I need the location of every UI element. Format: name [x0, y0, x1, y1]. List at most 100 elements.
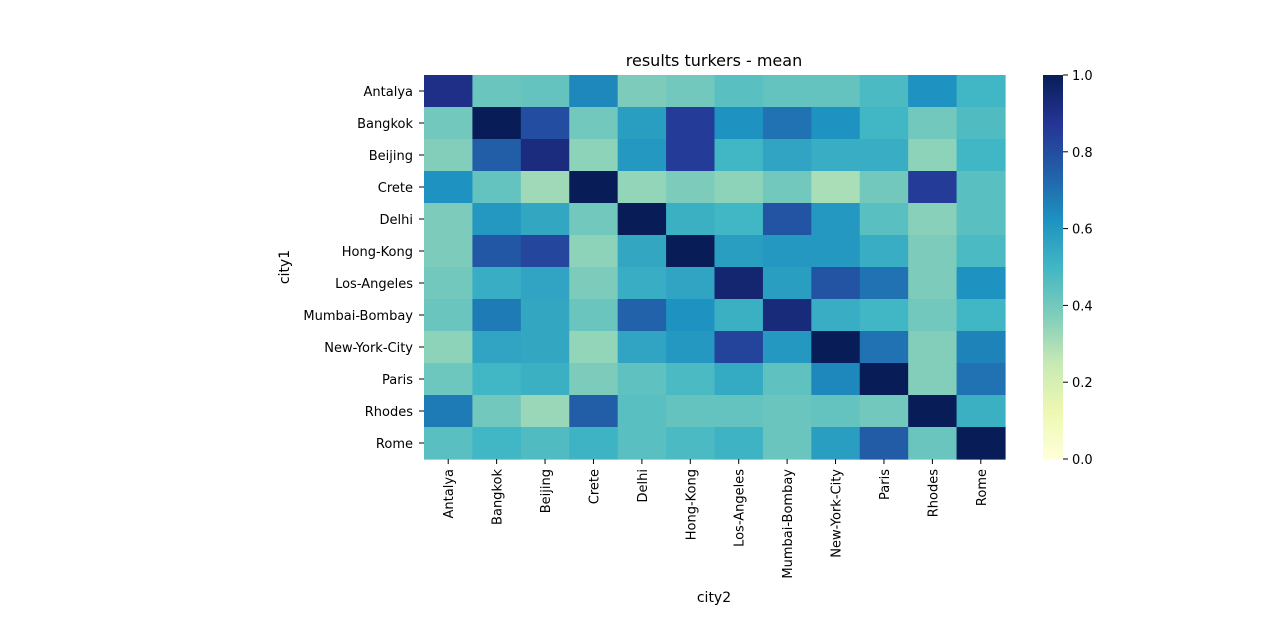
heatmap-cell: [520, 107, 570, 140]
heatmap-cell: [714, 171, 764, 204]
heatmap-cell: [811, 267, 861, 300]
heatmap-cell: [908, 427, 958, 460]
heatmap-cell: [859, 171, 909, 204]
heatmap-cell: [617, 171, 667, 204]
heatmap-cell: [617, 75, 667, 108]
x-axis-label: city2: [697, 590, 731, 606]
heatmap-cell: [520, 331, 570, 364]
heatmap-cell: [666, 139, 716, 172]
x-tick-label: Antalya: [442, 469, 457, 518]
heatmap-cell: [617, 267, 667, 300]
colorbar-ticks: 0.0 0.2 0.4 0.6 0.8 1.0: [1063, 69, 1093, 468]
colorbar-tick-label: 0.0: [1072, 453, 1093, 468]
heatmap-cell: [666, 331, 716, 364]
y-tick-label: Bangkok: [357, 117, 413, 132]
heatmap-cell: [569, 267, 619, 300]
heatmap-cell: [859, 427, 909, 460]
heatmap-cell: [617, 107, 667, 140]
y-tick-label: New-York-City: [324, 341, 413, 356]
heatmap-cell: [956, 139, 1006, 172]
heatmap-cell: [908, 107, 958, 140]
heatmap-cell: [520, 299, 570, 332]
colorbar: [1043, 75, 1063, 459]
heatmap-cell: [472, 235, 522, 268]
heatmap-cell: [859, 267, 909, 300]
heatmap-cell: [472, 107, 522, 140]
heatmap-cell: [811, 363, 861, 396]
heatmap-cell: [762, 331, 812, 364]
heatmap-cell: [859, 235, 909, 268]
heatmap-cell: [569, 139, 619, 172]
heatmap-cell: [666, 75, 716, 108]
heatmap-cell: [956, 203, 1006, 236]
heatmap-cell: [424, 139, 474, 172]
heatmap-cell: [859, 75, 909, 108]
heatmap-cell: [811, 395, 861, 428]
heatmap-cell: [666, 395, 716, 428]
heatmap-cells: [424, 75, 1006, 460]
x-tick-label: Hong-Kong: [684, 469, 699, 540]
x-tick-label: Bangkok: [491, 469, 506, 525]
heatmap-cell: [956, 75, 1006, 108]
heatmap-cell: [908, 203, 958, 236]
y-tick-label: Los-Angeles: [335, 277, 413, 292]
heatmap-cell: [859, 139, 909, 172]
heatmap-cell: [520, 267, 570, 300]
heatmap-cell: [762, 171, 812, 204]
y-tick-label: Delhi: [380, 213, 413, 228]
x-tick-label: New-York-City: [830, 469, 845, 558]
heatmap-cell: [520, 171, 570, 204]
x-tick-labels: Antalya Bangkok Beijing Crete Delhi Hong-Kong…: [442, 459, 990, 579]
x-tick-label: Crete: [587, 469, 602, 504]
chart-title: results turkers - mean: [626, 51, 802, 70]
heatmap-cell: [956, 267, 1006, 300]
heatmap-cell: [714, 139, 764, 172]
heatmap-cell: [520, 427, 570, 460]
heatmap-cell: [714, 107, 764, 140]
heatmap-cell: [666, 363, 716, 396]
heatmap-cell: [714, 427, 764, 460]
colorbar-tick-label: 0.6: [1072, 223, 1093, 238]
x-tick-label: Beijing: [539, 469, 554, 513]
heatmap-cell: [666, 203, 716, 236]
heatmap-cell: [424, 171, 474, 204]
heatmap-cell: [811, 235, 861, 268]
heatmap-cell: [762, 203, 812, 236]
heatmap-cell: [811, 203, 861, 236]
heatmap-cell: [520, 203, 570, 236]
x-tick-label: Los-Angeles: [733, 469, 748, 547]
heatmap-cell: [956, 235, 1006, 268]
heatmap-cell: [569, 331, 619, 364]
x-tick-label: Paris: [878, 469, 893, 500]
heatmap-cell: [617, 395, 667, 428]
colorbar-tick-label: 0.2: [1072, 376, 1093, 391]
heatmap-cell: [472, 427, 522, 460]
heatmap-cell: [762, 363, 812, 396]
heatmap-cell: [424, 235, 474, 268]
y-tick-label: Rome: [376, 437, 413, 452]
heatmap-cell: [956, 331, 1006, 364]
heatmap-cell: [472, 171, 522, 204]
heatmap-cell: [956, 427, 1006, 460]
heatmap-cell: [569, 363, 619, 396]
heatmap-cell: [908, 235, 958, 268]
heatmap-cell: [424, 299, 474, 332]
y-tick-label: Beijing: [369, 149, 413, 164]
heatmap-cell: [714, 203, 764, 236]
colorbar-tick-label: 0.4: [1072, 299, 1093, 314]
heatmap-cell: [714, 299, 764, 332]
heatmap-cell: [424, 427, 474, 460]
heatmap-cell: [520, 139, 570, 172]
colorbar-tick-label: 1.0: [1072, 69, 1093, 84]
heatmap-cell: [666, 107, 716, 140]
heatmap-cell: [762, 107, 812, 140]
heatmap-cell: [811, 331, 861, 364]
y-tick-labels: Antalya Bangkok Beijing Crete Delhi Hong-Kong…: [303, 85, 424, 452]
heatmap-cell: [617, 363, 667, 396]
heatmap-cell: [811, 107, 861, 140]
heatmap-cell: [811, 139, 861, 172]
heatmap-cell: [569, 107, 619, 140]
heatmap-cell: [520, 75, 570, 108]
heatmap-cell: [666, 267, 716, 300]
